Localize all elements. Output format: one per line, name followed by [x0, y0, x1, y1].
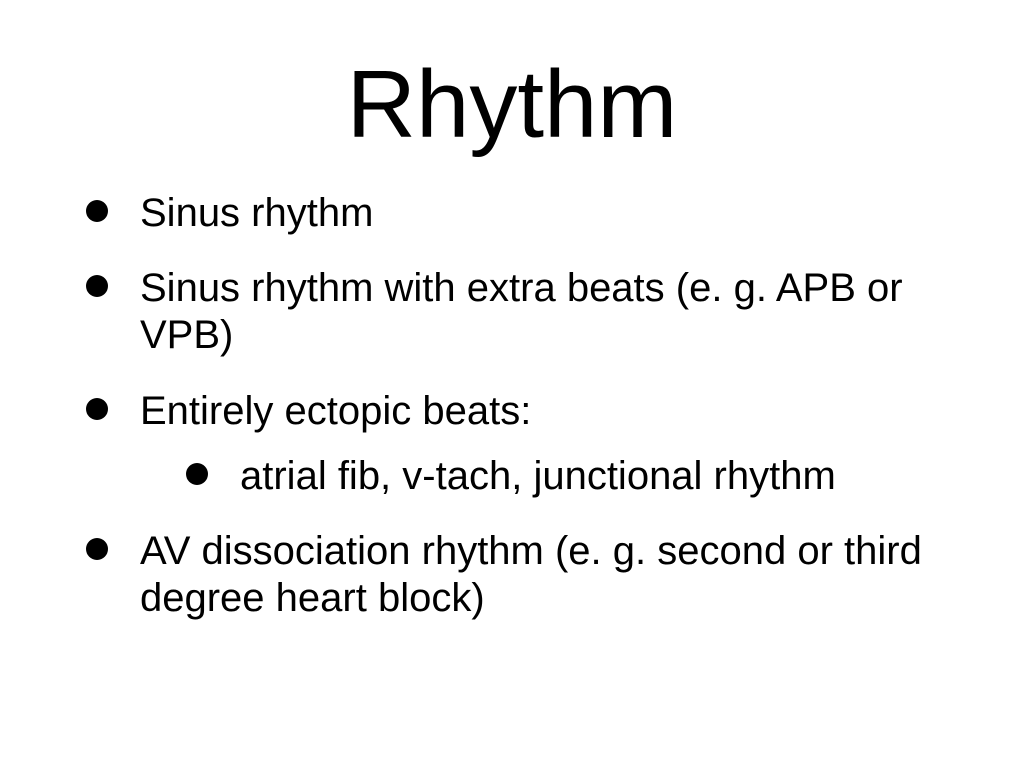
list-item: Sinus rhythm with extra beats (e. g. APB… [80, 265, 964, 359]
slide-title: Rhythm [0, 0, 1024, 190]
slide: Rhythm Sinus rhythm Sinus rhythm with ex… [0, 0, 1024, 768]
bullet-text: Sinus rhythm with extra beats (e. g. APB… [140, 266, 903, 357]
bullet-text: Sinus rhythm [140, 191, 373, 235]
bullet-text: AV dissociation rhythm (e. g. second or … [140, 529, 922, 620]
list-item: Sinus rhythm [80, 190, 964, 237]
list-item: atrial fib, v-tach, junctional rhythm [180, 453, 964, 500]
bullet-text: Entirely ectopic beats: [140, 389, 531, 433]
bullet-text: atrial fib, v-tach, junctional rhythm [240, 454, 836, 498]
bullet-list: Sinus rhythm Sinus rhythm with extra bea… [0, 190, 1024, 622]
sub-bullet-list: atrial fib, v-tach, junctional rhythm [140, 453, 964, 500]
list-item: AV dissociation rhythm (e. g. second or … [80, 528, 964, 622]
list-item: Entirely ectopic beats: atrial fib, v-ta… [80, 388, 964, 500]
